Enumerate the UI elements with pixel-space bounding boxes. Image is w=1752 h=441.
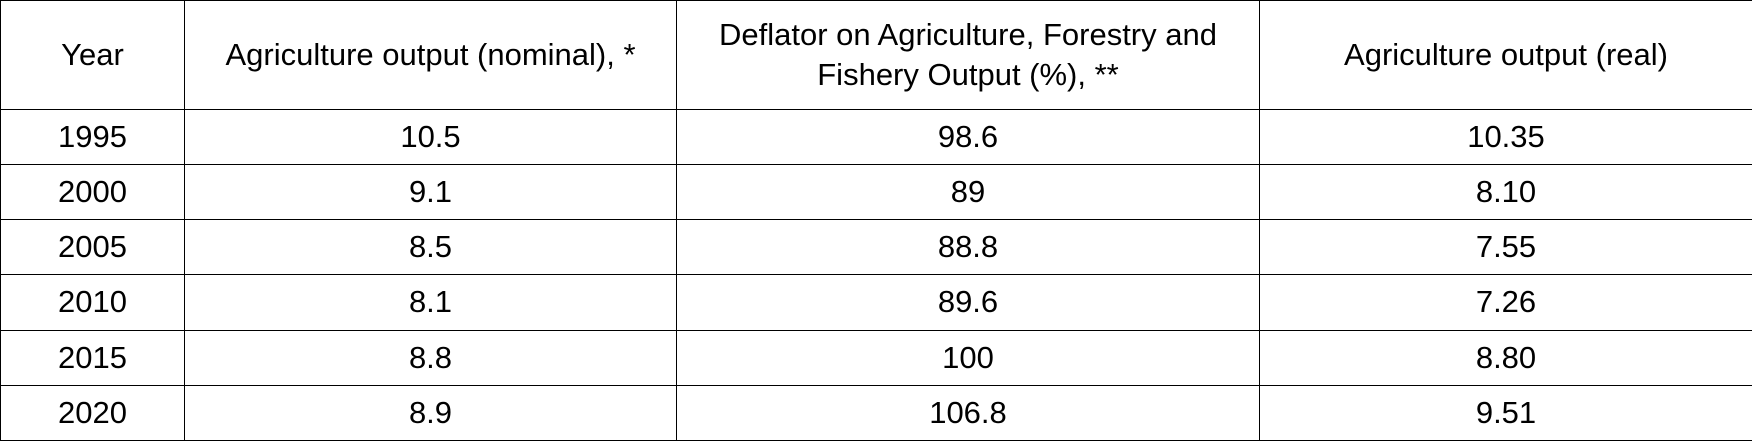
table-cell: 2000 — [0, 164, 185, 221]
column-header: Deflator on Agriculture, Forestry and Fi… — [676, 0, 1260, 110]
table-cell: 2005 — [0, 219, 185, 276]
table-cell: 2010 — [0, 274, 185, 331]
table-cell: 2020 — [0, 384, 185, 441]
table-row: 2015 8.8 100 8.80 — [0, 329, 1752, 386]
table-cell: 8.80 — [1259, 329, 1752, 386]
table-cell: 7.26 — [1259, 274, 1752, 331]
table-cell: 9.51 — [1259, 384, 1752, 441]
column-header: Agriculture output (real) — [1259, 0, 1752, 110]
column-header: Agriculture output (nominal), * — [184, 0, 677, 110]
table-cell: 8.1 — [184, 274, 677, 331]
table-cell: 88.8 — [676, 219, 1260, 276]
table-cell: 2015 — [0, 329, 185, 386]
table-body: 1995 10.5 98.6 10.35 2000 9.1 89 8.10 2005 8.5 88.… — [0, 108, 1752, 441]
table-cell: 8.10 — [1259, 164, 1752, 221]
table-cell: 8.5 — [184, 219, 677, 276]
table-cell: 8.8 — [184, 329, 677, 386]
header-row: Year Agriculture output (nominal), * Defla… — [0, 0, 1752, 110]
table-cell: 9.1 — [184, 164, 677, 221]
table-row: 2020 8.9 106.8 9.51 — [0, 384, 1752, 441]
table-cell: 98.6 — [676, 108, 1260, 166]
table-cell: 100 — [676, 329, 1260, 386]
table-cell: 1995 — [0, 108, 185, 166]
table-row: 1995 10.5 98.6 10.35 — [0, 108, 1752, 166]
table-row: 2000 9.1 89 8.10 — [0, 164, 1752, 221]
table-cell: 106.8 — [676, 384, 1260, 441]
table-cell: 89.6 — [676, 274, 1260, 331]
table-row: 2010 8.1 89.6 7.26 — [0, 274, 1752, 331]
table-cell: 7.55 — [1259, 219, 1752, 276]
column-header: Year — [0, 0, 185, 110]
table-cell: 10.5 — [184, 108, 677, 166]
table-cell: 8.9 — [184, 384, 677, 441]
table-cell: 89 — [676, 164, 1260, 221]
table-cell: 10.35 — [1259, 108, 1752, 166]
table-row: 2005 8.5 88.8 7.55 — [0, 219, 1752, 276]
